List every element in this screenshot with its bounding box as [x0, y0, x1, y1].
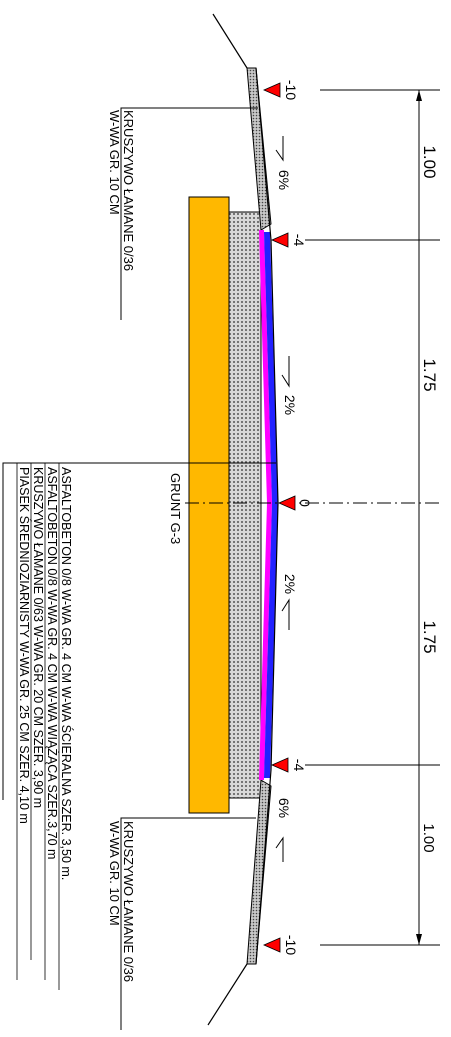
elevation-marker-1: [263, 82, 281, 98]
elevation-label-5: -10: [283, 935, 299, 955]
shoulder-bottom: [246, 779, 272, 965]
shoulder-bottom-leader: [120, 817, 256, 1030]
slope-line-bottom: [207, 963, 248, 1026]
shoulder-bottom-line1: KRUSZYWO ŁAMANE 0/36: [121, 821, 136, 982]
shoulder-top: [246, 67, 272, 231]
shoulder-top-line1: KRUSZYWO ŁAMANE 0/36: [121, 110, 136, 271]
subgrade-label: GRUNT G-3: [168, 473, 183, 544]
dim-arrow-bottom: [416, 934, 422, 945]
elevation-marker-4: [271, 757, 289, 773]
elevation-marker-3: [278, 495, 296, 511]
wearing-course: [264, 232, 278, 778]
layer-label-2: ASFALTOBETON 0/8 W-WA GR. 4 CM W-WA WIĄŻ…: [45, 467, 59, 859]
slope-arrow-2: [281, 356, 290, 388]
dimension-label-3: 1.75: [420, 620, 439, 653]
dim-arrow-top: [416, 90, 422, 101]
slope-arrow-3: [281, 598, 290, 630]
binder-course: [259, 230, 272, 780]
elevation-marker-2: [271, 232, 289, 248]
slope-line-top: [212, 13, 248, 69]
slope-label-2: 2%: [282, 395, 298, 415]
slope-arrow-1: [275, 136, 284, 162]
slope-label-3: 2%: [282, 574, 298, 594]
slope-label-1: 6%: [276, 170, 292, 190]
layers-leader: [2, 462, 276, 800]
dimension-label-1: 1.00: [420, 145, 439, 178]
elevation-label-2: -4: [291, 234, 307, 247]
dimension-label-4: 1.00: [420, 823, 437, 852]
elevation-marker-5: [263, 937, 281, 953]
elevation-label-1: -10: [283, 80, 299, 100]
sand-layer: [188, 196, 230, 814]
dimension-label-2: 1.75: [420, 358, 439, 391]
layer-label-3: KRUSZYWO ŁAMANE 0/63 W-WA GR. 20 CM SZER…: [31, 467, 45, 808]
aggregate-layer: [228, 211, 262, 799]
shoulder-bottom-line2: W-WA GR. 10 CM: [107, 821, 122, 926]
layer-label-4: PIASEK ŚREDNIOZIARNISTY W-WA GR. 25 CM S…: [17, 467, 32, 824]
layer-label-1: ASFALTOBETON 0/8 W-WA GR. 4 CM W-WA ŚCIE…: [59, 467, 74, 880]
elevation-label-3: 0: [297, 499, 313, 507]
surface-line: [255, 67, 279, 965]
elevation-label-4: -4: [291, 759, 307, 772]
shoulder-top-line2: W-WA GR. 10 CM: [107, 110, 122, 215]
shoulder-top-leader: [120, 107, 258, 320]
slope-label-4: 6%: [276, 798, 292, 818]
slope-arrow-4: [275, 836, 284, 862]
